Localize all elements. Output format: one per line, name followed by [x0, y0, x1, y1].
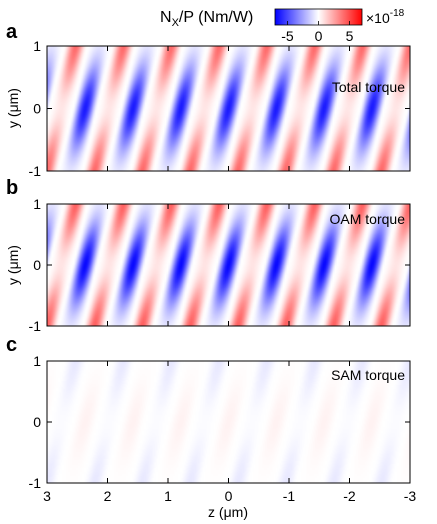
- ytick-label: -1: [29, 318, 42, 334]
- panel-b-title: OAM torque: [330, 211, 406, 227]
- colorbar-scale: ×10-18: [366, 8, 405, 26]
- panel-b-ylabel: y (μm): [5, 245, 21, 285]
- colorbar-ticks: -5 0 5: [281, 21, 354, 44]
- panel-c-yticks: -1 0 1: [29, 353, 410, 491]
- panel-b-letter: b: [6, 177, 18, 199]
- xtick-label: 2: [104, 488, 112, 504]
- colorbar-tick-label: -5: [281, 28, 294, 44]
- panel-c-title: SAM torque: [331, 367, 405, 383]
- panel-b-yticks: -1 0 1: [29, 196, 411, 334]
- colorbar-tick-label: 0: [315, 28, 323, 44]
- ytick-label: 0: [33, 257, 41, 273]
- panel-c: c SAM torque -1 0 1 3 2 1 0 -1 -2 -3 z (μm): [6, 334, 416, 520]
- colorbar-tick-label: 5: [346, 28, 354, 44]
- xtick-label: -2: [343, 488, 356, 504]
- panel-b-heatmap: [47, 204, 410, 326]
- panel-a-letter: a: [6, 21, 18, 43]
- ytick-label: 0: [33, 414, 41, 430]
- panel-c-heatmap: [47, 361, 410, 483]
- ytick-label: 1: [33, 196, 41, 212]
- xtick-label: 3: [43, 488, 51, 504]
- panel-c-xticks: 3 2 1 0 -1 -2 -3: [43, 361, 416, 504]
- ytick-label: 1: [33, 38, 41, 54]
- colorbar: NX/P (Nm/W) -5 0 5 ×10-18: [160, 8, 405, 44]
- panel-a-yticks: -1 0 1: [29, 38, 411, 179]
- ytick-label: -1: [29, 163, 42, 179]
- colorbar-label: NX/P (Nm/W): [160, 9, 253, 29]
- panel-a-heatmap: [47, 46, 410, 171]
- xtick-label: 1: [164, 488, 172, 504]
- ytick-label: 1: [33, 353, 41, 369]
- panel-c-letter: c: [6, 334, 17, 356]
- panel-a-title: Total torque: [332, 79, 405, 95]
- ytick-label: 0: [33, 101, 41, 117]
- xtick-label: 0: [225, 488, 233, 504]
- ytick-label: -1: [29, 475, 42, 491]
- xtick-label: -1: [283, 488, 296, 504]
- panel-b: b OAM torque -1 0 1 y (μm): [5, 177, 411, 334]
- panel-a: a Total torque -1 0 1 y (μm): [5, 21, 411, 179]
- panel-c-xlabel: z (μm): [208, 504, 248, 520]
- xtick-label: -3: [404, 488, 417, 504]
- panel-a-ylabel: y (μm): [5, 88, 21, 128]
